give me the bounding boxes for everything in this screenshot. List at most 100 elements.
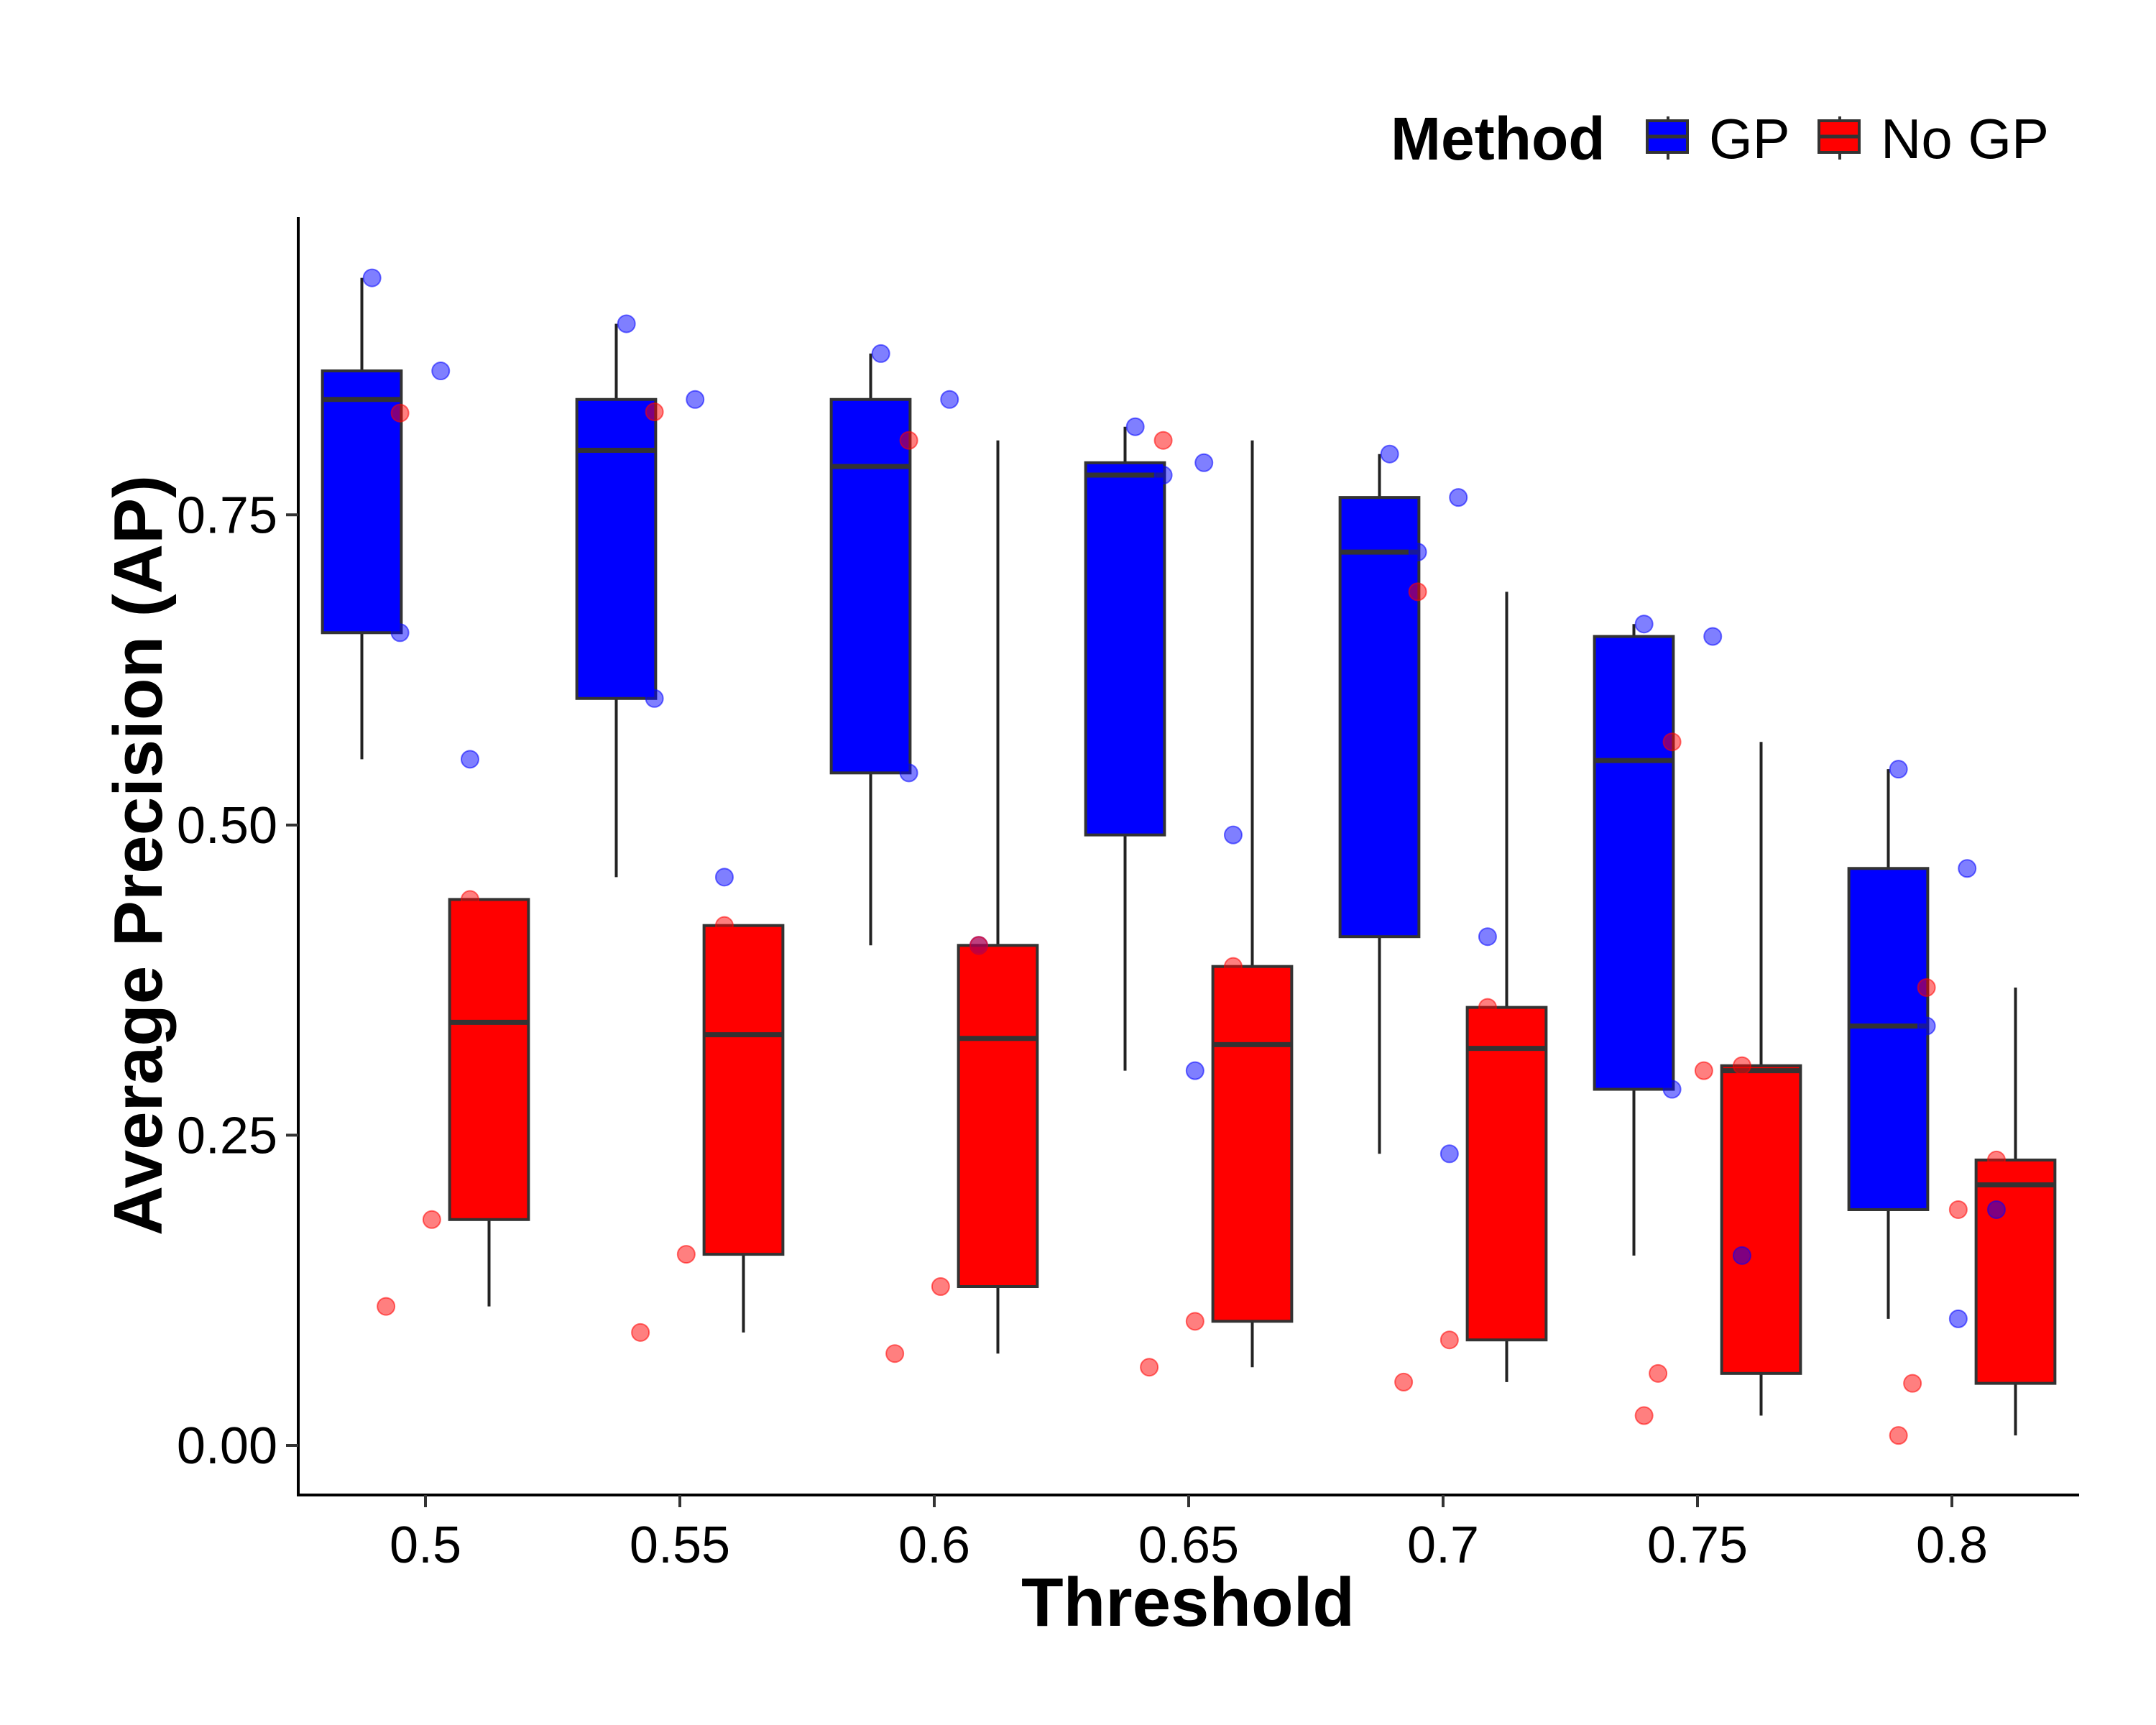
box-body-gp — [575, 397, 658, 700]
data-point-nogp — [1478, 998, 1497, 1017]
y-axis-ticks: 0.00 0.25 0.50 0.75 — [177, 487, 298, 1475]
box-body-gp — [829, 397, 912, 775]
data-point-gp — [1125, 417, 1145, 436]
x-tick-label: 0.5 — [390, 1517, 461, 1574]
data-point-nogp — [1140, 1358, 1159, 1377]
x-tick-label: 0.7 — [1407, 1517, 1479, 1574]
legend-key-nogp — [1818, 116, 1861, 160]
box-body-gp — [321, 369, 403, 635]
data-point-nogp — [1649, 1363, 1668, 1383]
data-point-gp — [362, 268, 382, 288]
data-point-gp — [1958, 859, 1977, 878]
data-point-gp — [1408, 543, 1427, 562]
data-point-gp — [1662, 1080, 1682, 1099]
box-nogp — [1720, 742, 1802, 1416]
data-point-nogp — [1662, 732, 1682, 752]
box-body-gp — [1847, 867, 1930, 1211]
box-body-nogp — [957, 944, 1039, 1288]
box-gp — [575, 323, 658, 878]
data-point-nogp — [1394, 1372, 1414, 1392]
data-point-nogp — [1223, 957, 1243, 976]
y-tick-label: 0.25 — [177, 1107, 277, 1164]
data-point-nogp — [645, 402, 664, 422]
box-nogp — [1211, 440, 1294, 1368]
box-nogp — [448, 898, 530, 1307]
y-axis-title: Average Precision (AP) — [100, 475, 177, 1236]
data-point-nogp — [1439, 1330, 1459, 1350]
data-point-gp — [940, 390, 959, 409]
data-point-nogp — [676, 1245, 696, 1264]
data-point-nogp — [1694, 1061, 1713, 1080]
data-point-nogp — [969, 936, 988, 955]
data-point-gp — [1223, 825, 1243, 845]
data-point-gp — [1703, 627, 1723, 646]
box-body-nogp — [1720, 1064, 1802, 1375]
box-body-nogp — [448, 898, 530, 1221]
data-point-nogp — [1153, 431, 1173, 450]
box-gp — [1593, 624, 1675, 1256]
legend-title: Method — [1391, 105, 1606, 172]
data-point-nogp — [899, 431, 918, 450]
data-point-gp — [871, 344, 890, 363]
box-nogp — [1974, 987, 2057, 1436]
x-tick-label: 0.8 — [1916, 1517, 1988, 1574]
data-point-gp — [460, 750, 479, 769]
y-tick-label: 0.75 — [177, 487, 277, 544]
plot-area — [321, 268, 2057, 1445]
data-point-gp — [1732, 1246, 1751, 1265]
box-gp — [1084, 426, 1166, 1071]
box-body-gp — [1593, 635, 1675, 1091]
box-gp — [1338, 454, 1421, 1154]
data-point-gp — [1380, 444, 1399, 464]
data-point-gp — [431, 362, 451, 381]
box-body-gp — [1338, 496, 1421, 939]
box-gp — [321, 277, 403, 760]
legend-key-gp — [1646, 116, 1689, 160]
legend: Method GP No GP — [1391, 105, 2049, 172]
data-point-nogp — [1917, 978, 1936, 997]
data-point-gp — [1889, 760, 1908, 779]
data-point-nogp — [1185, 1312, 1204, 1331]
data-point-nogp — [1408, 582, 1427, 602]
box-body-nogp — [702, 924, 785, 1256]
data-point-gp — [390, 623, 410, 643]
data-point-nogp — [885, 1344, 905, 1363]
y-tick-label: 0.50 — [177, 797, 277, 855]
data-point-gp — [1917, 1016, 1936, 1036]
data-point-gp — [1194, 453, 1214, 472]
legend-label-nogp: No GP — [1881, 107, 2049, 170]
box-nogp — [702, 924, 785, 1333]
data-point-nogp — [714, 916, 734, 935]
data-point-gp — [1153, 466, 1173, 485]
legend-label-gp: GP — [1709, 107, 1790, 170]
data-point-gp — [1439, 1144, 1459, 1164]
box-nogp — [1465, 592, 1548, 1382]
data-point-gp — [1634, 615, 1654, 634]
box-gp — [1847, 769, 1930, 1319]
x-tick-label: 0.65 — [1138, 1517, 1239, 1574]
data-point-nogp — [460, 890, 479, 909]
x-tick-label: 0.55 — [630, 1517, 730, 1574]
data-point-gp — [645, 689, 664, 708]
box-body-gp — [1084, 461, 1166, 837]
box-gp — [829, 353, 912, 946]
data-point-gp — [899, 763, 918, 783]
data-point-gp — [1478, 927, 1497, 947]
data-point-nogp — [1889, 1426, 1908, 1445]
data-point-nogp — [1634, 1406, 1654, 1425]
data-point-nogp — [631, 1322, 650, 1342]
data-point-gp — [1986, 1200, 2006, 1219]
data-point-gp — [617, 314, 636, 334]
data-point-nogp — [422, 1210, 441, 1229]
x-axis-ticks: 0.5 0.55 0.6 0.65 0.7 0.75 0.8 — [390, 1495, 1988, 1574]
data-point-nogp — [1986, 1150, 2006, 1169]
data-point-gp — [1948, 1309, 1968, 1328]
data-point-gp — [714, 868, 734, 887]
data-point-nogp — [1732, 1056, 1751, 1075]
box-nogp — [957, 440, 1039, 1354]
x-tick-label: 0.75 — [1647, 1517, 1748, 1574]
box-body-nogp — [1465, 1006, 1548, 1342]
data-point-gp — [1449, 488, 1468, 507]
x-tick-label: 0.6 — [898, 1517, 970, 1574]
